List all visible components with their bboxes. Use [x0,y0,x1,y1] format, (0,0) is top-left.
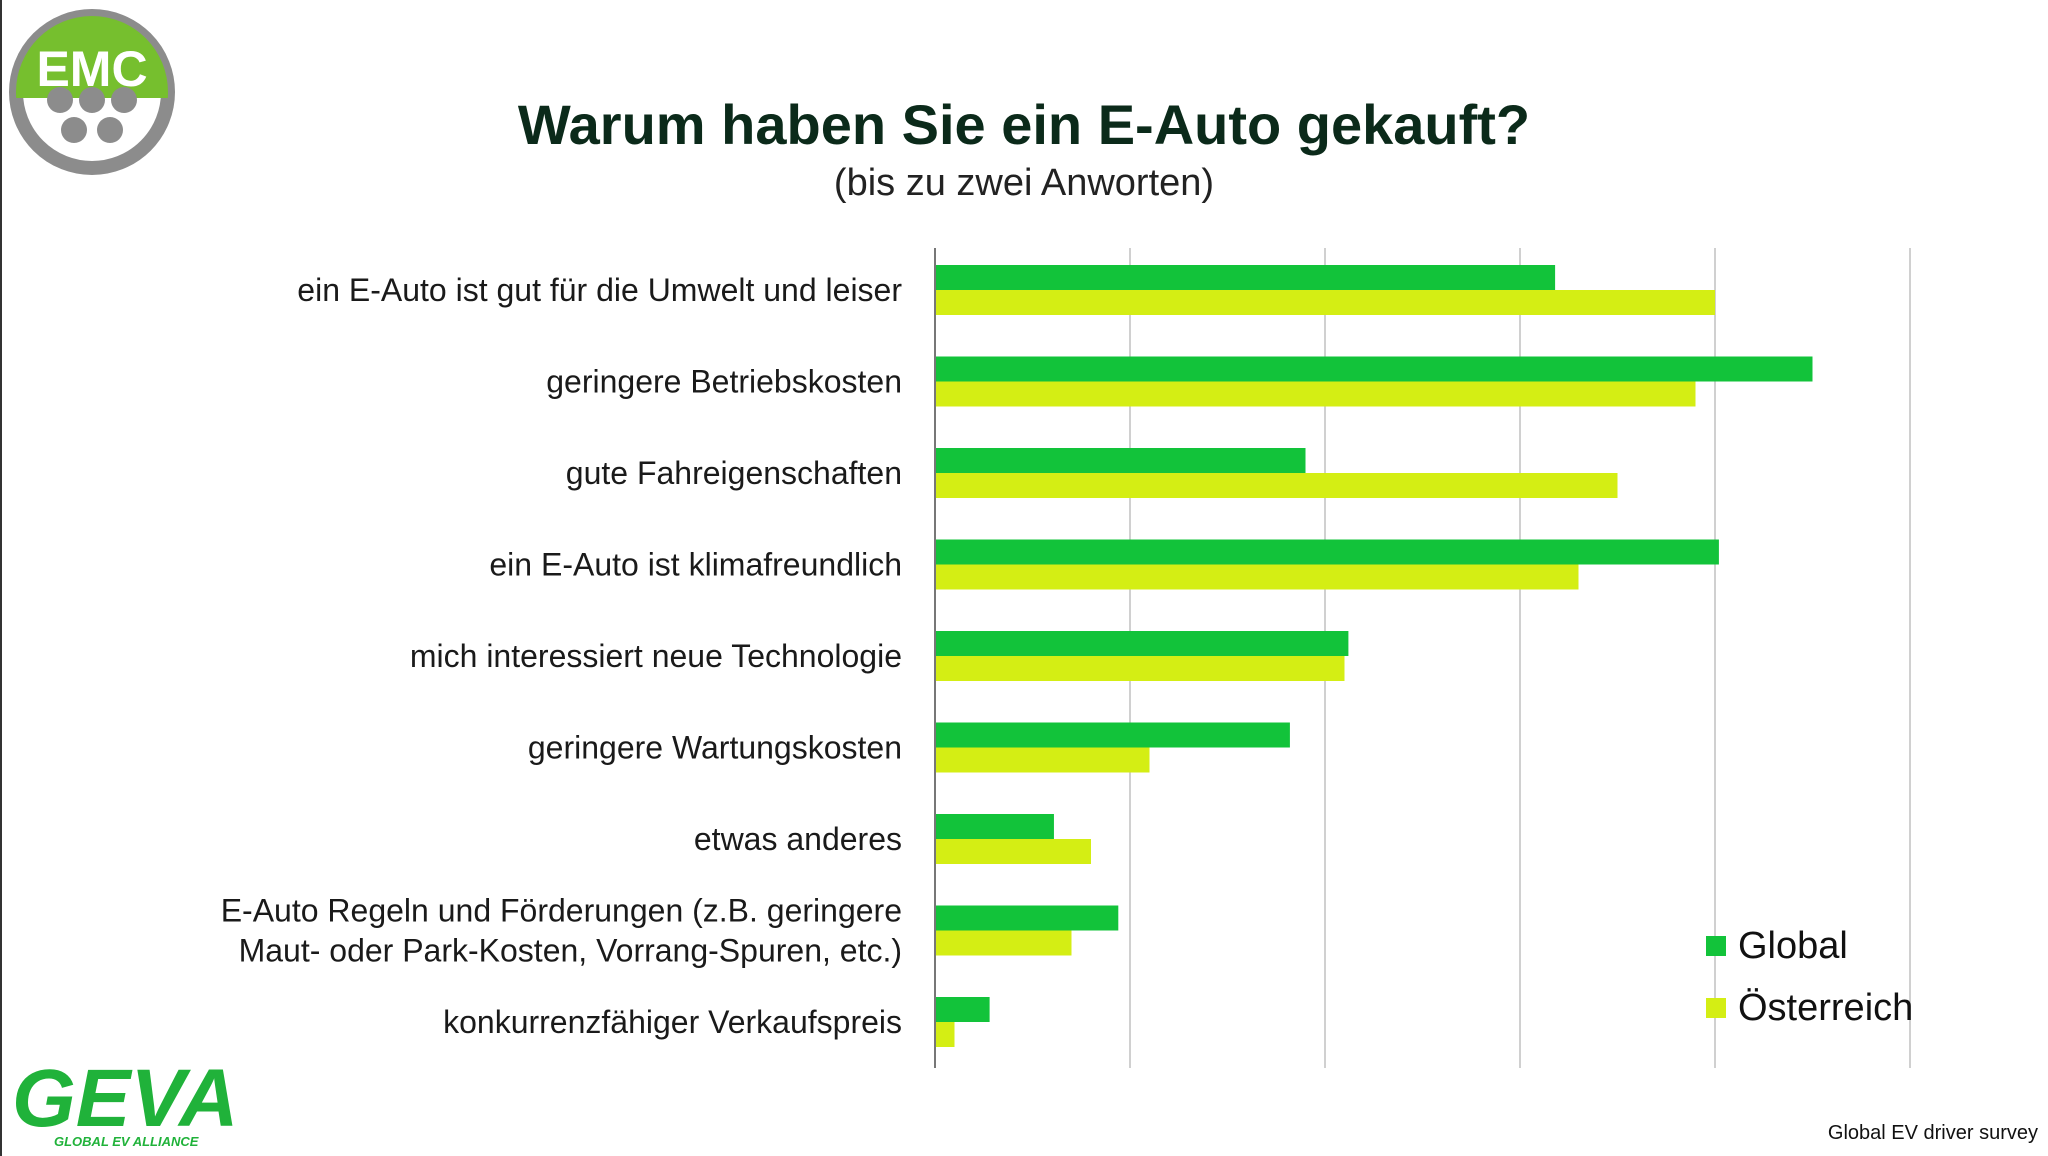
chart-legend: Global Österreich [1706,915,1913,1039]
category-label-line: geringere Wartungskosten [528,730,902,766]
category-label: mich interessiert neue Technologie [410,638,902,674]
bar-oesterreich [935,473,1618,498]
legend-label-oesterreich: Österreich [1738,986,1914,1029]
category-label: etwas anderes [694,821,902,857]
category-label: gute Fahreigenschaften [566,455,902,491]
category-label: ein E-Auto ist klimafreundlich [489,547,902,583]
category-label-line: ein E-Auto ist klimafreundlich [489,547,902,583]
legend-item-oesterreich: Österreich [1706,977,1913,1039]
bar-global [935,356,1813,382]
category-label-line: geringere Betriebskosten [546,364,902,400]
left-edge-line [0,0,2,1156]
bar-global [935,448,1306,473]
bar-oesterreich [935,564,1579,590]
bar-oesterreich [935,656,1345,681]
category-label: konkurrenzfähiger Verkaufspreis [443,1004,902,1040]
bar-oesterreich [935,747,1150,773]
geva-logo: GEVA GLOBAL EV ALLIANCE [12,1053,238,1149]
category-label-line: gute Fahreigenschaften [566,455,902,491]
chart-title: Warum haben Sie ein E-Auto gekauft? [517,93,1531,156]
category-label-line: konkurrenzfähiger Verkaufspreis [443,1004,902,1040]
bar-oesterreich [935,381,1696,407]
bar-global [935,631,1349,656]
category-label-line: E-Auto Regeln und Förderungen (z.B. geri… [221,893,902,929]
bar-global [935,814,1054,839]
category-label-line: etwas anderes [694,821,902,857]
emc-logo-text: EMC [36,41,147,97]
bar-oesterreich [935,930,1072,956]
bar-oesterreich [935,839,1091,864]
geva-logo-text: GEVA [12,1053,238,1144]
bar-global [935,265,1556,290]
category-label-line: Maut- oder Park-Kosten, Vorrang-Spuren, … [239,933,902,969]
emc-logo: EMC [9,9,175,175]
legend-swatch-oesterreich [1706,998,1726,1018]
category-label: geringere Betriebskosten [546,364,902,400]
legend-label-global: Global [1738,924,1848,967]
legend-item-global: Global [1706,915,1913,977]
legend-swatch-global [1706,936,1726,956]
bar-oesterreich [935,1022,955,1047]
bar-global [935,722,1290,748]
chart-subtitle: (bis zu zwei Anworten) [833,162,1215,204]
bar-global [935,539,1719,565]
geva-tagline: GLOBAL EV ALLIANCE [54,1134,199,1149]
bar-oesterreich [935,290,1715,315]
category-label: ein E-Auto ist gut für die Umwelt und le… [297,272,902,308]
source-note: Global EV driver survey [1827,1122,2038,1144]
category-label: E-Auto Regeln und Förderungen (z.B. geri… [221,893,902,969]
category-label: geringere Wartungskosten [528,730,902,766]
bar-global [935,997,990,1022]
bar-global [935,905,1119,931]
category-label-line: ein E-Auto ist gut für die Umwelt und le… [297,272,902,308]
category-label-line: mich interessiert neue Technologie [410,638,902,674]
